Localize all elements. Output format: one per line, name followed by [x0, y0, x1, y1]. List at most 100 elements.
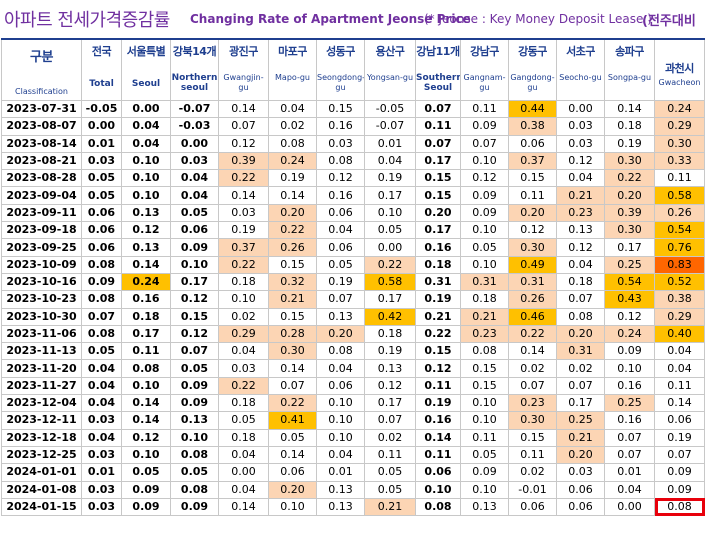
cell-yongsan: 0.11 [364, 445, 416, 465]
cell-seongdong: 0.13 [316, 480, 365, 499]
header-yongsan: 용산구 Yongsan-gu [364, 38, 416, 101]
cell-yongsan: 0.13 [364, 359, 416, 378]
cell-seoul: 0.00 [121, 99, 171, 119]
cell-gwacheon: 0.33 [654, 151, 705, 171]
header-en: Yongsan-gu [366, 73, 414, 82]
row-date: 2023-08-28 [1, 169, 82, 188]
table-row: 2023-11-06 0.08 0.17 0.12 0.29 0.28 0.20 0.18 0.… [1, 324, 705, 344]
cell-songpa: 0.20 [604, 186, 655, 205]
cell-songpa: 0.30 [604, 151, 655, 171]
cell-gangdong: 0.30 [508, 411, 557, 430]
cell-total: 0.07 [81, 307, 122, 326]
row-date: 2023-09-25 [1, 238, 82, 257]
cell-seongdong: 0.19 [316, 272, 365, 292]
cell-gangnam: 0.10 [460, 221, 509, 240]
cell-seocho: 0.07 [556, 290, 605, 309]
cell-gwacheon: 0.29 [654, 117, 705, 136]
header-ko: 서초구 [566, 45, 595, 58]
cell-songpa: 0.18 [604, 117, 655, 136]
row-date: 2024-01-08 [1, 480, 82, 499]
cell-songpa: 0.10 [604, 359, 655, 378]
row-date: 2024-01-01 [1, 463, 82, 482]
cell-seocho: 0.23 [556, 203, 605, 223]
cell-seocho: 0.07 [556, 376, 605, 396]
table-row: 2023-09-25 0.06 0.13 0.09 0.37 0.26 0.06 0.00 0.… [1, 238, 705, 257]
cell-total: 0.06 [81, 238, 122, 257]
table-row: 2023-12-18 0.04 0.12 0.10 0.18 0.05 0.10 0.02 0.… [1, 428, 705, 447]
cell-north: 0.17 [170, 272, 219, 292]
cell-gwangjin: 0.18 [218, 272, 269, 292]
table-row: 2023-09-11 0.06 0.13 0.05 0.03 0.20 0.06 0.10 0.… [1, 203, 705, 223]
cell-yongsan: 0.04 [364, 151, 416, 171]
cell-total: 0.04 [81, 376, 122, 396]
row-date: 2023-08-07 [1, 117, 82, 136]
cell-gwacheon: 0.54 [654, 221, 705, 240]
cell-south: 0.17 [415, 221, 461, 240]
cell-gwacheon: 0.14 [654, 394, 705, 413]
cell-seoul: 0.09 [121, 480, 171, 499]
table-row: 2023-08-21 0.03 0.10 0.03 0.39 0.24 0.08 0.04 0.… [1, 151, 705, 171]
cell-gangdong: 0.12 [508, 221, 557, 240]
cell-seongdong: 0.06 [316, 238, 365, 257]
cell-mapo: 0.32 [268, 272, 317, 292]
cell-south: 0.19 [415, 290, 461, 309]
cell-total: 0.05 [81, 169, 122, 188]
cell-south: 0.16 [415, 238, 461, 257]
cell-total: 0.08 [81, 255, 122, 274]
cell-north: 0.04 [170, 186, 219, 205]
cell-seoul: 0.12 [121, 428, 171, 447]
cell-north: 0.10 [170, 255, 219, 274]
cell-gwacheon: 0.76 [654, 238, 705, 257]
cell-yongsan: 0.12 [364, 376, 416, 396]
cell-seocho: 0.00 [556, 99, 605, 119]
header-ko: 성동구 [326, 45, 355, 58]
cell-seoul: 0.18 [121, 307, 171, 326]
cell-gangnam: 0.11 [460, 428, 509, 447]
cell-total: 0.00 [81, 117, 122, 136]
cell-total: 0.03 [81, 411, 122, 430]
row-date: 2023-11-27 [1, 376, 82, 396]
cell-mapo: 0.04 [268, 99, 317, 119]
header-seocho: 서초구 Seocho-gu [556, 38, 605, 101]
cell-gangdong: 0.20 [508, 203, 557, 223]
cell-south: 0.21 [415, 307, 461, 326]
cell-gwacheon: 0.04 [654, 342, 705, 361]
cell-yongsan: 0.18 [364, 324, 416, 344]
cell-songpa: 0.07 [604, 445, 655, 465]
cell-seocho: 0.12 [556, 238, 605, 257]
cell-yongsan: 0.05 [364, 463, 416, 482]
cell-gwacheon: 0.19 [654, 428, 705, 447]
table-row: 2023-11-27 0.04 0.10 0.09 0.22 0.07 0.06 0.12 0.… [1, 376, 705, 396]
cell-seongdong: 0.03 [316, 134, 365, 153]
header-gangnam: 강남구 Gangnam-gu [460, 38, 509, 101]
cell-seoul: 0.14 [121, 394, 171, 413]
table-row: 2024-01-15 0.03 0.09 0.09 0.14 0.10 0.13 0.21 0.… [1, 497, 705, 517]
jeonse-table: 구분 Classification 전국 Total 서울특별 Seoul 강북14개… [1, 38, 705, 517]
cell-seongdong: 0.12 [316, 169, 365, 188]
cell-songpa: 0.14 [604, 99, 655, 119]
page-title-english: Changing Rate of Apartment Jeonse Price [190, 12, 471, 26]
row-date: 2023-08-14 [1, 134, 82, 153]
cell-seocho: 0.12 [556, 151, 605, 171]
cell-gangnam: 0.10 [460, 255, 509, 274]
cell-seoul: 0.14 [121, 411, 171, 430]
cell-seoul: 0.10 [121, 445, 171, 465]
header-en: Mapo-gu [275, 73, 310, 82]
cell-yongsan: 0.10 [364, 203, 416, 223]
cell-north: 0.05 [170, 203, 219, 223]
row-date: 2023-10-16 [1, 272, 82, 292]
cell-seoul: 0.10 [121, 151, 171, 171]
cell-songpa: 0.01 [604, 463, 655, 482]
header-total: 전국 Total [81, 38, 122, 101]
cell-north: 0.06 [170, 221, 219, 240]
cell-seocho: 0.21 [556, 428, 605, 447]
cell-songpa: 0.39 [604, 203, 655, 223]
cell-gangnam: 0.09 [460, 203, 509, 223]
header-en: Seongdong-gu [317, 73, 365, 92]
cell-songpa: 0.16 [604, 376, 655, 396]
table-row: 2023-08-14 0.01 0.04 0.00 0.12 0.08 0.03 0.01 0.… [1, 134, 705, 153]
header-songpa: 송파구 Songpa-gu [604, 38, 655, 101]
cell-seoul: 0.13 [121, 203, 171, 223]
cell-gangdong: 0.23 [508, 394, 557, 413]
cell-gwacheon: 0.09 [654, 480, 705, 499]
